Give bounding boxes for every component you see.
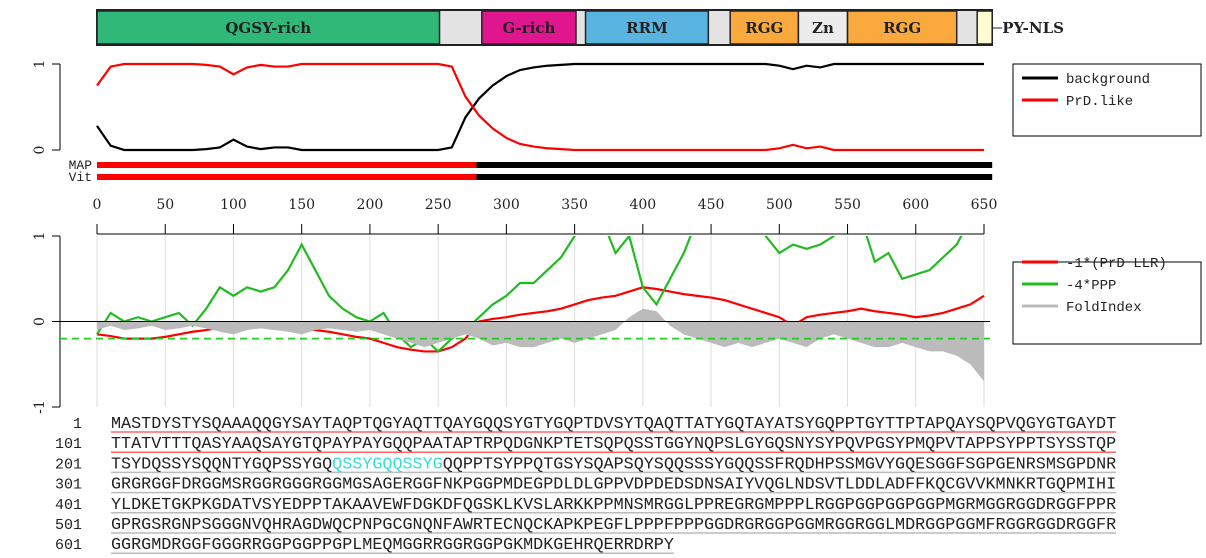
domain <box>976 10 993 45</box>
line-number: 301 <box>55 477 82 494</box>
plot-area <box>60 236 990 382</box>
x-tick-label: 400 <box>629 197 656 213</box>
domain-label: Zn <box>812 19 834 37</box>
legend-label: FoldIndex <box>1066 300 1142 316</box>
line-number: 601 <box>55 537 82 554</box>
domain-label: QGSY-rich <box>225 19 311 37</box>
sequence-part: TSYDQSSYSQQNTYGQPSSYGQ <box>111 455 332 474</box>
legend-box <box>1012 261 1202 345</box>
domain <box>96 10 441 45</box>
y-tick-label: 0 <box>32 146 48 155</box>
x-tick-label: 0 <box>93 197 102 213</box>
track-segment <box>97 162 477 168</box>
legend-label: -4*PPP <box>1066 278 1116 294</box>
sequence-part: GGRGMDRGGFGGGRRGGPGGPPGPLMEQMGGRRGGRGGPG… <box>111 536 674 555</box>
domain <box>846 10 958 45</box>
sequence-part: GPRGSRGNPSGGGNVQHRAGDWQCPNPGCGNQNFAWRTEC… <box>111 516 1116 535</box>
x-tick-label: 550 <box>834 197 861 213</box>
domain-label: PY-NLS <box>1002 19 1064 37</box>
track-segment <box>476 174 993 180</box>
line <box>96 62 984 152</box>
sequence-line: YLDKETGKPKGDATVSYEDPPTAKAAVEWFDGKDFQGSKL… <box>111 496 1116 515</box>
line-number: 1 <box>73 416 82 433</box>
legend-label: -1*(PrD LLR) <box>1066 256 1167 272</box>
legend-label: background <box>1066 72 1150 88</box>
sequence-part: YLDKETGKPKGDATVSYEDPPTAKAAVEWFDGKDFQGSKL… <box>111 496 1116 515</box>
sequence-part: QQPPTSYPPQTGSYSQAPSQYSQQSSSYGQQSSFRQDHPS… <box>443 455 1116 474</box>
domain <box>584 10 710 45</box>
x-tick-label: 500 <box>766 197 793 213</box>
sequence-part: TTATVTTTQASYAAQSAYGTQPAYPAYGQQPAATAPTRPQ… <box>111 435 1116 454</box>
line-number: 201 <box>55 456 82 473</box>
sequence-line: MASTDYSTYSQAAAQQGYSAYTAQPTQGYAQTTQAYGQQS… <box>111 415 1116 434</box>
domain-label: RGG <box>883 19 921 37</box>
line-number: 101 <box>55 436 82 453</box>
x-tick-label: 650 <box>971 197 998 213</box>
domain-label: G-rich <box>502 19 555 37</box>
sequence-line: TTATVTTTQASYAAQSAYGTQPAYPAYGQQPAATAPTRPQ… <box>111 435 1116 454</box>
area <box>97 308 984 382</box>
x-tick-label: 300 <box>493 197 520 213</box>
x-tick-label: 350 <box>561 197 588 213</box>
x-tick-label: 150 <box>288 197 315 213</box>
domain-label: RGG <box>745 19 783 37</box>
x-tick-label: 100 <box>220 197 247 213</box>
x-tick-label: 600 <box>902 197 929 213</box>
sequence-line: GRGRGGFDRGGMSRGGRGGGRGGMGSAGERGGFNKPGGPM… <box>111 476 1116 495</box>
domain <box>481 10 577 45</box>
line <box>96 236 963 353</box>
x-tick-label: 50 <box>156 197 174 213</box>
domain-label: RRM <box>626 19 668 37</box>
line <box>96 62 984 152</box>
track-label: MAP <box>69 158 93 173</box>
y-tick-label: 1 <box>32 60 48 69</box>
domain <box>797 10 849 45</box>
sequence-part: QSSYGQQSSYG <box>332 455 443 474</box>
sequence-line: GGRGMDRGGFGGGRRGGPGGPPGPLMEQMGGRRGGRGGPG… <box>111 536 674 555</box>
x-tick-label: 250 <box>425 197 452 213</box>
sequence-part: MASTDYSTYSQAAAQQGYSAYTAQPTQGYAQTTQAYGQQS… <box>111 415 1116 434</box>
track-segment <box>97 174 477 180</box>
x-tick-label: 450 <box>698 197 725 213</box>
sequence-part: GRGRGGFDRGGMSRGGRGGGRGGMGSAGERGGFNKPGGPM… <box>111 476 1116 495</box>
line-number: 401 <box>55 497 82 514</box>
y-tick-label: -1 <box>32 400 48 414</box>
line-number: 501 <box>55 517 82 534</box>
y-tick-label: 1 <box>32 232 48 241</box>
y-tick-label: 0 <box>32 317 48 326</box>
legend-label: PrD.like <box>1066 94 1133 110</box>
domain <box>729 10 800 45</box>
track-segment <box>476 162 993 168</box>
sequence-line: GPRGSRGNPSGGGNVQHRAGDWQCPNPGCGNQNFAWRTEC… <box>111 516 1116 535</box>
sequence-line: TSYDQSSYSQQNTYGQPSSYGQQSSYGQQSSYGQQPPTSY… <box>111 455 1116 474</box>
track-label: Vit <box>69 170 92 185</box>
x-tick-label: 200 <box>357 197 384 213</box>
